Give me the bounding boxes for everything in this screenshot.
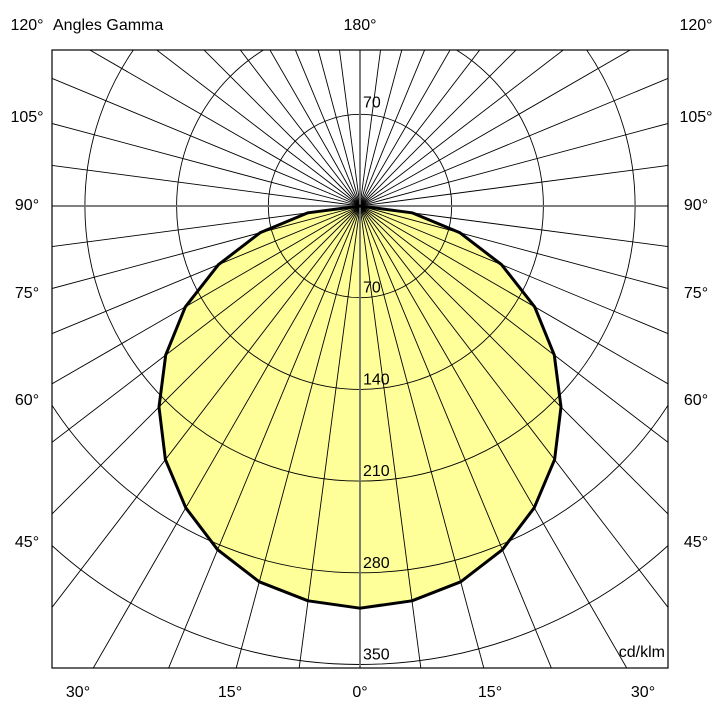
gamma-ray-line xyxy=(52,205,361,609)
gamma-label-bottom-1: 15° xyxy=(218,684,242,701)
gamma-ray-line xyxy=(359,50,481,207)
gamma-label-left-4: 60° xyxy=(15,392,39,409)
gamma-ray-line xyxy=(294,50,361,207)
gamma-ray-line xyxy=(359,123,668,207)
gamma-ray-line xyxy=(92,205,361,668)
gamma-ray-line xyxy=(52,123,361,207)
gamma-label-left-1: 105° xyxy=(10,109,43,126)
gamma-label-bottom-3: 15° xyxy=(478,684,502,701)
gamma-label-left-5: 45° xyxy=(15,534,39,551)
gamma-ray-line xyxy=(269,50,361,207)
gamma-ray-line xyxy=(359,50,403,207)
chart-title: Angles Gamma xyxy=(53,17,163,34)
gamma-ray-line xyxy=(359,205,422,668)
gamma-ray-line xyxy=(359,77,668,207)
gamma-label-top-180: 180° xyxy=(343,17,376,34)
gamma-label-right-4: 60° xyxy=(684,392,708,409)
gamma-ray-line xyxy=(52,205,361,289)
gamma-ray-line xyxy=(359,205,668,248)
gamma-ray-line xyxy=(359,205,485,668)
gamma-ray-line xyxy=(359,205,668,385)
ring-value-label-140: 140 xyxy=(363,371,390,388)
gamma-ray-line xyxy=(239,50,361,207)
gamma-ray-line xyxy=(155,50,361,207)
gamma-ray-line xyxy=(339,50,361,207)
gamma-ray-line xyxy=(235,205,361,668)
gamma-ray-line xyxy=(359,50,517,207)
gamma-label-right-3: 75° xyxy=(684,285,708,302)
gamma-ray-line xyxy=(359,205,668,335)
gamma-ray-line xyxy=(359,50,565,207)
gamma-label-left-0: 120° xyxy=(10,17,43,34)
gamma-label-right-2: 90° xyxy=(684,197,708,214)
gamma-label-left-3: 75° xyxy=(15,285,39,302)
gamma-ray-line xyxy=(359,50,426,207)
gamma-label-right-5: 45° xyxy=(684,534,708,551)
unit-label: cd/klm xyxy=(619,644,665,661)
gamma-label-bottom-4: 30° xyxy=(631,684,655,701)
gamma-ray-line xyxy=(52,164,361,207)
gamma-ray-line xyxy=(88,50,361,207)
gamma-ray-line xyxy=(359,50,632,207)
intensity-curve-outline xyxy=(157,204,563,610)
ring-value-label-top-70: 70 xyxy=(363,94,381,111)
gamma-label-right-0: 120° xyxy=(679,17,712,34)
gamma-ray-line xyxy=(359,205,668,609)
gamma-ray-line xyxy=(52,205,361,248)
gamma-label-bottom-2: 0° xyxy=(352,684,367,701)
gamma-label-left-2: 90° xyxy=(15,197,39,214)
gamma-ray-line xyxy=(359,164,668,207)
ring-value-label-350: 350 xyxy=(363,647,390,664)
plot-border xyxy=(51,49,669,669)
gamma-ray-line xyxy=(359,205,668,443)
gamma-label-bottom-0: 30° xyxy=(66,684,90,701)
gamma-ray-line xyxy=(359,205,628,668)
gamma-ray-line xyxy=(359,205,668,515)
gamma-ray-line xyxy=(52,205,361,515)
ring-value-label-210: 210 xyxy=(363,463,390,480)
gamma-ray-line xyxy=(52,205,361,335)
gamma-ray-line xyxy=(52,205,361,443)
gamma-ray-line xyxy=(298,205,361,668)
gamma-label-right-1: 105° xyxy=(679,109,712,126)
gamma-ray-line xyxy=(52,77,361,207)
gamma-ray-line xyxy=(359,205,668,289)
gamma-ray-line xyxy=(203,50,361,207)
gamma-ray-line xyxy=(359,50,451,207)
gamma-ray-line xyxy=(52,205,361,385)
ring-value-label-70: 70 xyxy=(363,280,381,297)
ring-value-label-280: 280 xyxy=(363,555,390,572)
